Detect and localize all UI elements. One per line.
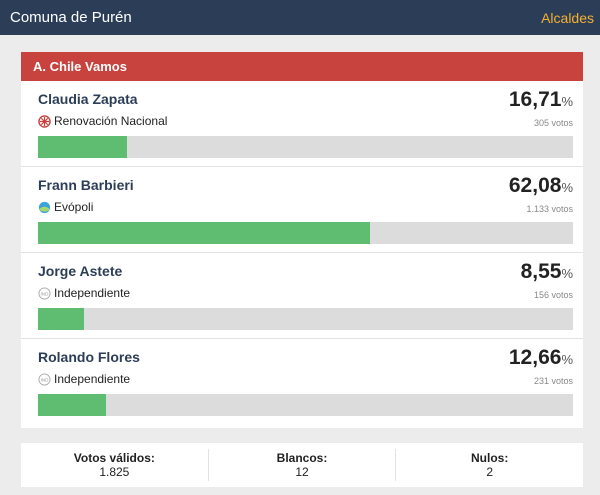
candidate-percent: 8,55% xyxy=(521,260,573,284)
percent-value: 8,55 xyxy=(520,260,562,283)
svg-text:IND: IND xyxy=(41,377,50,382)
alcaldes-link[interactable]: Alcaldes xyxy=(541,9,594,26)
candidate-name: Claudia Zapata xyxy=(38,91,138,107)
independiente-icon: IND xyxy=(38,286,51,300)
pact-header: A. Chile Vamos xyxy=(21,52,583,81)
null-votes-label: Nulos: xyxy=(471,451,509,465)
party-label: Evópoli xyxy=(38,200,93,214)
party-name: Independiente xyxy=(54,372,131,386)
valid-votes-label: Votos válidos: xyxy=(73,451,155,465)
party-label: IND Independiente xyxy=(38,286,130,300)
svg-text:IND: IND xyxy=(41,291,50,296)
vote-bar-track xyxy=(38,308,573,330)
blank-votes-value: 12 xyxy=(295,465,309,479)
top-bar: Comuna de Purén Alcaldes xyxy=(0,0,600,35)
evopoli-logo-icon xyxy=(38,201,51,214)
percent-symbol: % xyxy=(561,180,573,195)
rn-logo-icon xyxy=(38,114,51,128)
candidate-row: Claudia Zapata Renovación Nacional 16,71% 3… xyxy=(21,81,583,167)
blank-votes: Blancos: 12 xyxy=(209,449,397,481)
percent-value: 16,71 xyxy=(508,88,562,111)
vote-bar-track xyxy=(38,136,573,158)
independiente-icon: IND xyxy=(38,372,51,386)
candidate-votes: 231 votos xyxy=(533,376,573,386)
valid-votes-value: 1.825 xyxy=(99,465,130,479)
valid-votes: Votos válidos: 1.825 xyxy=(21,449,209,481)
commune-title: Comuna de Purén xyxy=(10,9,132,26)
null-votes-value: 2 xyxy=(486,465,494,479)
candidate-percent: 12,66% xyxy=(509,346,573,370)
percent-value: 12,66 xyxy=(508,346,562,369)
vote-bar-fill xyxy=(38,308,84,330)
candidate-row: Rolando Flores IND Independiente 12,66% 231 … xyxy=(21,339,583,425)
candidate-row: Frann Barbieri Evópoli 62,08% 1.133 votos xyxy=(21,167,583,253)
candidate-votes: 156 votos xyxy=(533,290,573,300)
candidate-name: Jorge Astete xyxy=(38,263,123,279)
candidate-name: Frann Barbieri xyxy=(38,177,134,193)
candidate-row: Jorge Astete IND Independiente 8,55% 156 vot… xyxy=(21,253,583,339)
party-name: Renovación Nacional xyxy=(54,114,168,128)
party-label: Renovación Nacional xyxy=(38,114,167,128)
vote-bar-fill xyxy=(38,222,371,244)
vote-bar-track xyxy=(38,222,573,244)
party-label: IND Independiente xyxy=(38,372,130,386)
percent-symbol: % xyxy=(561,352,573,367)
results-card: A. Chile Vamos Claudia Zapata Renovación … xyxy=(21,52,583,428)
vote-bar-fill xyxy=(38,394,106,416)
percent-symbol: % xyxy=(561,266,573,281)
candidate-list: Claudia Zapata Renovación Nacional 16,71% 3… xyxy=(21,81,583,425)
candidate-percent: 62,08% xyxy=(509,174,573,198)
vote-bar-track xyxy=(38,394,573,416)
blank-votes-label: Blancos: xyxy=(276,451,328,465)
candidate-name: Rolando Flores xyxy=(38,349,140,365)
candidate-votes: 305 votos xyxy=(533,118,573,128)
percent-symbol: % xyxy=(561,94,573,109)
vote-bar-fill xyxy=(38,136,128,158)
candidate-votes: 1.133 votos xyxy=(526,204,573,214)
null-votes: Nulos: 2 xyxy=(396,449,583,481)
vote-summary: Votos válidos: 1.825 Blancos: 12 Nulos: … xyxy=(21,443,583,487)
party-name: Evópoli xyxy=(54,200,94,214)
party-name: Independiente xyxy=(54,286,131,300)
percent-value: 62,08 xyxy=(508,174,562,197)
candidate-percent: 16,71% xyxy=(509,88,573,112)
